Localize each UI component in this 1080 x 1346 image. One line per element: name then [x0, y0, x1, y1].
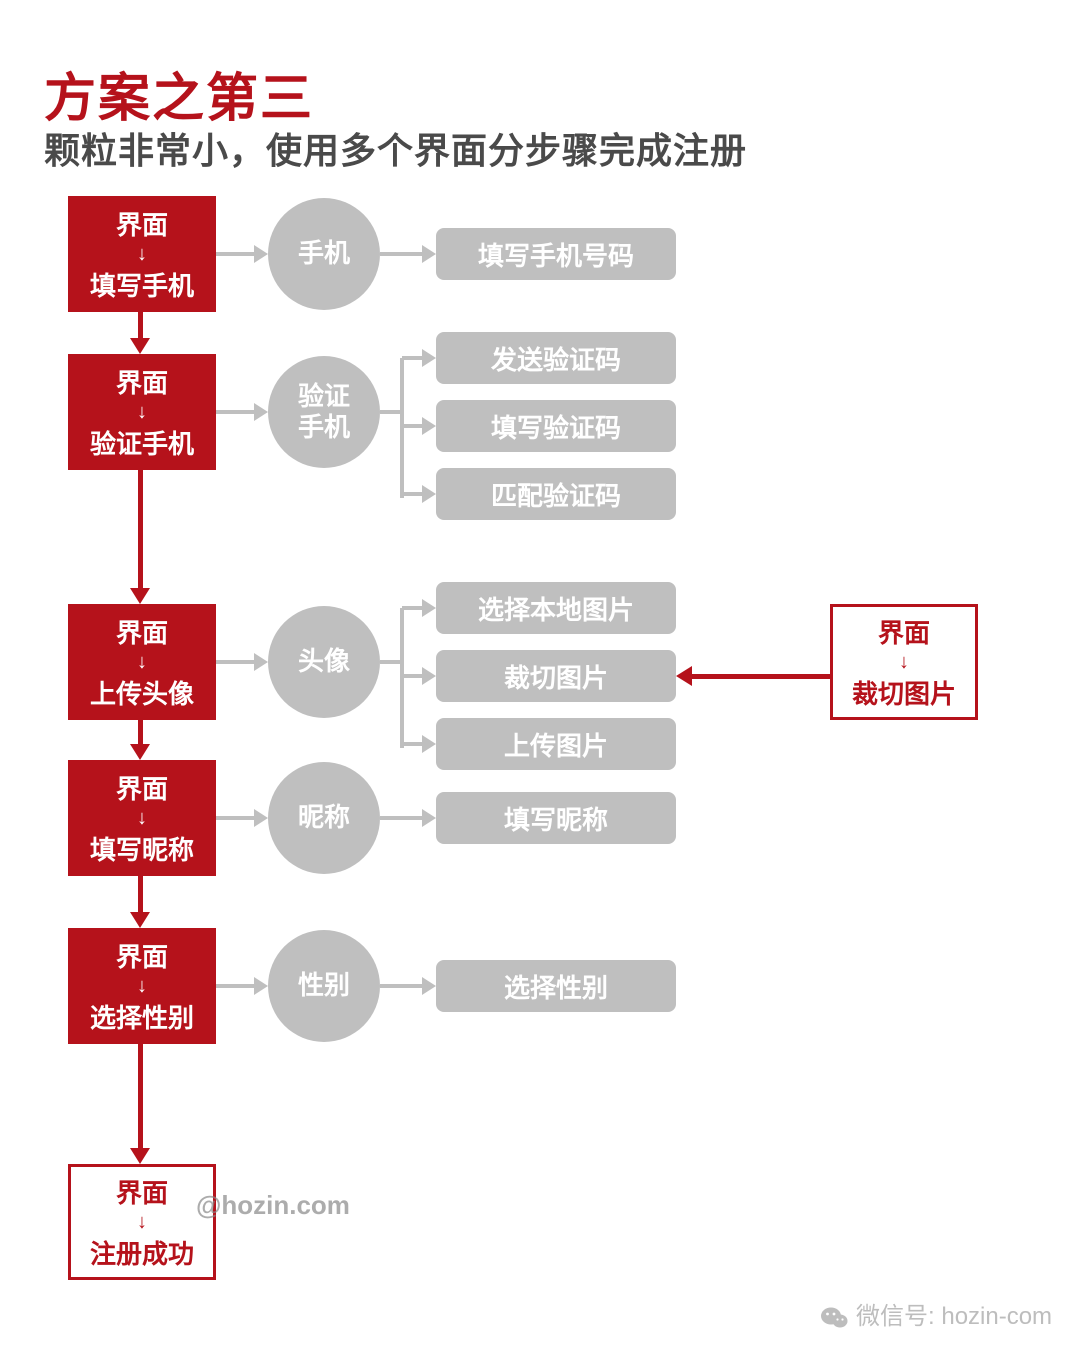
- arrow-down-glyph-icon: ↓: [137, 402, 147, 422]
- arrow-right-icon: [422, 599, 436, 617]
- arrow-right-icon: [422, 417, 436, 435]
- node-label-top: 界面: [116, 205, 168, 242]
- arrow-left-icon: [676, 666, 692, 686]
- pill-upload-image: 上传图片: [436, 718, 676, 770]
- arrow-down-icon: [130, 744, 150, 760]
- connector-line: [216, 660, 256, 664]
- arrow-right-icon: [422, 485, 436, 503]
- arrow-down-glyph-icon: ↓: [137, 1212, 147, 1232]
- pill-input-nickname: 填写昵称: [436, 792, 676, 844]
- node-label-top: 界面: [116, 937, 168, 974]
- node-label-top: 界面: [116, 613, 168, 650]
- connector-line: [380, 252, 424, 256]
- pill-phone-number: 填写手机号码: [436, 228, 676, 280]
- node-label-top: 界面: [116, 1173, 168, 1210]
- step-success: 界面↓注册成功: [68, 1164, 216, 1280]
- arrow-down-glyph-icon: ↓: [137, 976, 147, 996]
- footer-prefix: 微信号:: [856, 1303, 941, 1330]
- wechat-icon: [820, 1306, 848, 1330]
- arrow-right-icon: [422, 349, 436, 367]
- connector-branch-stem: [380, 660, 402, 664]
- step-verify-phone: 界面↓验证手机: [68, 354, 216, 470]
- arrow-right-icon: [422, 667, 436, 685]
- connector-branch-line: [402, 742, 424, 746]
- connector-line: [216, 984, 256, 988]
- node-label-top: 界面: [116, 769, 168, 806]
- circle-phone: 手机: [268, 198, 380, 310]
- connector-line: [216, 252, 256, 256]
- circle-label: 头像: [298, 646, 350, 677]
- arrow-right-icon: [422, 977, 436, 995]
- circle-label: 手机: [298, 238, 350, 269]
- step-nickname: 界面↓填写昵称: [68, 760, 216, 876]
- circle-label: 验证: [298, 381, 350, 412]
- arrow-down-icon: [130, 912, 150, 928]
- connector-branch-spine: [400, 608, 404, 748]
- circle-label: 性别: [298, 970, 350, 1001]
- connector-branch-line: [402, 356, 424, 360]
- circle-label: 手机: [298, 412, 350, 443]
- arrow-down-icon: [130, 588, 150, 604]
- circle-verify: 验证手机: [268, 356, 380, 468]
- pill-input-code: 填写验证码: [436, 400, 676, 452]
- page-subtitle: 颗粒非常小，使用多个界面分步骤完成注册: [44, 122, 747, 174]
- connector-branch-line: [402, 606, 424, 610]
- flow-line: [138, 876, 143, 914]
- node-label-bottom: 填写昵称: [90, 830, 194, 867]
- arrow-down-glyph-icon: ↓: [137, 652, 147, 672]
- connector-branch-stem: [380, 410, 402, 414]
- node-label-bottom: 验证手机: [90, 424, 194, 461]
- arrow-right-icon: [254, 403, 268, 421]
- arrow-down-icon: [130, 1148, 150, 1164]
- node-label-top: 界面: [878, 613, 930, 650]
- pill-match-code: 匹配验证码: [436, 468, 676, 520]
- watermark: @hozin.com: [196, 1190, 350, 1221]
- node-label-bottom: 裁切图片: [852, 674, 956, 711]
- node-label-top: 界面: [116, 363, 168, 400]
- step-phone-input: 界面↓填写手机: [68, 196, 216, 312]
- pill-crop-image: 裁切图片: [436, 650, 676, 702]
- flow-line-crop: [690, 674, 830, 679]
- flow-line: [138, 720, 143, 746]
- node-label-bottom: 上传头像: [90, 674, 194, 711]
- step-crop-image: 界面↓裁切图片: [830, 604, 978, 720]
- arrow-right-icon: [254, 977, 268, 995]
- connector-line: [216, 816, 256, 820]
- arrow-right-icon: [254, 245, 268, 263]
- circle-gender: 性别: [268, 930, 380, 1042]
- connector-branch-line: [402, 424, 424, 428]
- connector-branch-spine: [400, 358, 404, 498]
- arrow-down-glyph-icon: ↓: [137, 244, 147, 264]
- arrow-right-icon: [422, 809, 436, 827]
- connector-branch-line: [402, 492, 424, 496]
- connector-line: [216, 410, 256, 414]
- node-label-bottom: 填写手机: [90, 266, 194, 303]
- flow-line: [138, 1044, 143, 1150]
- step-gender: 界面↓选择性别: [68, 928, 216, 1044]
- pill-select-local: 选择本地图片: [436, 582, 676, 634]
- arrow-right-icon: [254, 653, 268, 671]
- page-title: 方案之第三: [44, 56, 314, 131]
- arrow-down-icon: [130, 338, 150, 354]
- circle-nickname: 昵称: [268, 762, 380, 874]
- step-upload-avatar: 界面↓上传头像: [68, 604, 216, 720]
- arrow-down-glyph-icon: ↓: [137, 808, 147, 828]
- footer: 微信号: hozin-com: [820, 1296, 1052, 1331]
- arrow-right-icon: [422, 245, 436, 263]
- arrow-down-glyph-icon: ↓: [899, 652, 909, 672]
- flow-line: [138, 312, 143, 340]
- arrow-right-icon: [254, 809, 268, 827]
- node-label-bottom: 注册成功: [90, 1234, 194, 1271]
- circle-label: 昵称: [298, 802, 350, 833]
- connector-branch-line: [402, 674, 424, 678]
- footer-account: hozin-com: [941, 1303, 1052, 1330]
- connector-line: [380, 816, 424, 820]
- pill-select-gender: 选择性别: [436, 960, 676, 1012]
- circle-avatar: 头像: [268, 606, 380, 718]
- connector-line: [380, 984, 424, 988]
- node-label-bottom: 选择性别: [90, 998, 194, 1035]
- flow-line: [138, 470, 143, 590]
- arrow-right-icon: [422, 735, 436, 753]
- pill-send-code: 发送验证码: [436, 332, 676, 384]
